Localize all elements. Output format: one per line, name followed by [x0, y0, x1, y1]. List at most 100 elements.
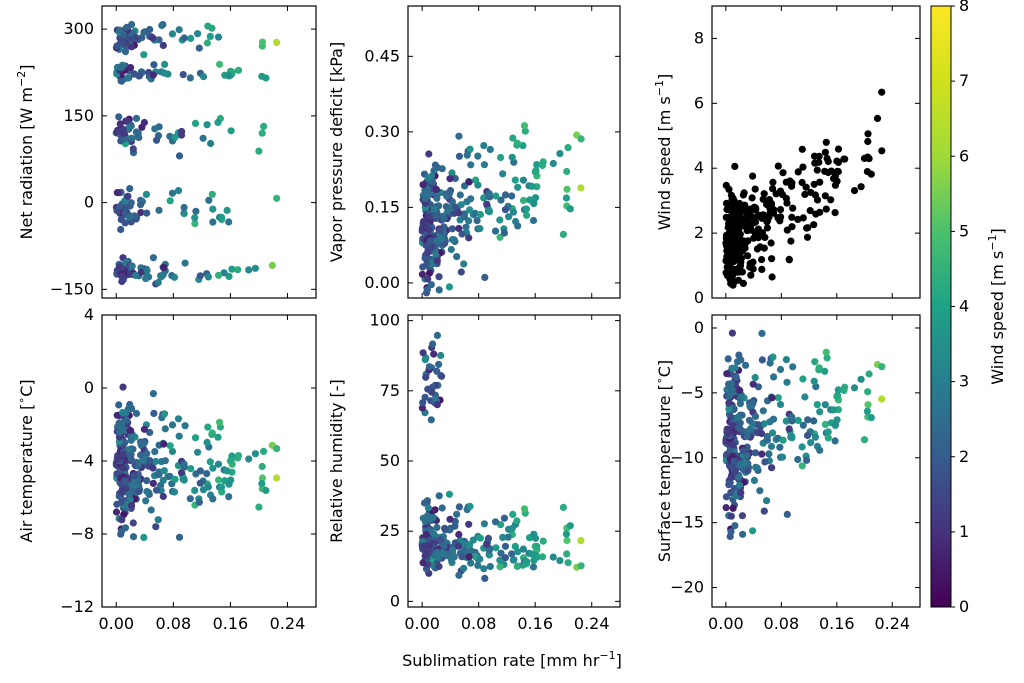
- data-point: [729, 421, 737, 429]
- data-point: [119, 450, 127, 458]
- y-tick-label: 0.45: [364, 46, 400, 65]
- data-point: [128, 481, 136, 489]
- data-point: [196, 272, 204, 280]
- data-point: [834, 145, 843, 153]
- data-point: [121, 48, 130, 56]
- data-point: [815, 152, 823, 160]
- data-point: [531, 168, 539, 176]
- data-point: [427, 416, 435, 424]
- data-point: [168, 421, 177, 429]
- data-point: [116, 428, 124, 436]
- data-point: [722, 504, 730, 512]
- data-point: [496, 556, 504, 564]
- y-axis-label: Relative humidity [-]: [327, 379, 346, 543]
- data-point: [186, 495, 194, 503]
- data-point: [199, 73, 208, 81]
- data-point: [480, 142, 488, 150]
- data-point: [816, 178, 824, 186]
- data-point: [258, 462, 266, 471]
- data-point: [486, 145, 494, 154]
- data-point: [806, 207, 814, 215]
- data-point: [209, 495, 217, 503]
- data-point: [196, 467, 204, 475]
- data-point: [177, 468, 186, 477]
- data-point: [208, 24, 216, 32]
- data-point: [769, 353, 777, 361]
- y-axis-label: Net radiation [W m−2]: [15, 65, 36, 240]
- data-point: [448, 236, 457, 244]
- data-point: [754, 421, 763, 429]
- data-point: [754, 234, 763, 242]
- data-point: [125, 490, 133, 498]
- data-point: [830, 406, 838, 414]
- y-tick-label: 6: [694, 93, 704, 112]
- data-point: [785, 425, 793, 433]
- data-point: [159, 476, 167, 485]
- data-point: [161, 410, 169, 418]
- data-point: [234, 454, 242, 462]
- data-point: [175, 26, 183, 34]
- data-point: [127, 199, 135, 207]
- data-point: [432, 185, 440, 193]
- y-tick-label: −8: [70, 524, 94, 543]
- data-point: [151, 448, 159, 456]
- data-point: [214, 460, 223, 468]
- data-point: [761, 458, 769, 466]
- data-point: [422, 531, 430, 539]
- data-point: [746, 205, 754, 213]
- data-point: [745, 416, 754, 424]
- data-point: [491, 227, 500, 235]
- data-point: [760, 507, 768, 515]
- data-point: [268, 261, 276, 269]
- data-point: [118, 516, 126, 524]
- data-point: [433, 401, 441, 409]
- data-point: [761, 233, 769, 241]
- data-point: [425, 212, 433, 221]
- data-point: [769, 185, 777, 193]
- data-point: [192, 207, 200, 215]
- data-point: [878, 363, 886, 371]
- data-point: [140, 533, 148, 542]
- data-point: [166, 442, 174, 450]
- data-point: [273, 474, 281, 482]
- data-point: [433, 194, 441, 202]
- data-point: [834, 386, 842, 394]
- data-point: [435, 360, 443, 368]
- plot-frame: [711, 5, 921, 299]
- data-point: [788, 223, 796, 231]
- data-point: [116, 120, 124, 128]
- data-point: [737, 460, 745, 468]
- data-point: [779, 169, 787, 177]
- data-point: [143, 273, 151, 281]
- data-point: [207, 139, 215, 148]
- data-point: [758, 429, 766, 438]
- data-point: [731, 162, 739, 170]
- data-point: [802, 183, 810, 191]
- data-point: [776, 365, 785, 374]
- data-point: [751, 449, 760, 457]
- data-point: [128, 134, 136, 142]
- data-point: [155, 206, 163, 214]
- data-point: [429, 340, 437, 348]
- data-point: [746, 260, 754, 268]
- data-point: [737, 258, 745, 266]
- data-point: [730, 232, 738, 240]
- x-tick-label: 0.08: [156, 614, 192, 633]
- data-point: [160, 440, 168, 448]
- data-point: [460, 546, 469, 554]
- data-point: [840, 155, 848, 163]
- data-point: [729, 504, 737, 512]
- data-point: [531, 542, 539, 551]
- data-point: [149, 34, 157, 42]
- data-point: [262, 486, 270, 495]
- y-tick-label: 4: [694, 158, 704, 177]
- data-point: [833, 157, 841, 165]
- data-point: [742, 361, 750, 369]
- data-point: [821, 148, 830, 156]
- data-point: [427, 397, 435, 405]
- plot-frame: [407, 5, 621, 299]
- data-point: [752, 463, 760, 471]
- data-point: [180, 203, 188, 212]
- data-point: [209, 218, 217, 226]
- data-point: [448, 552, 457, 561]
